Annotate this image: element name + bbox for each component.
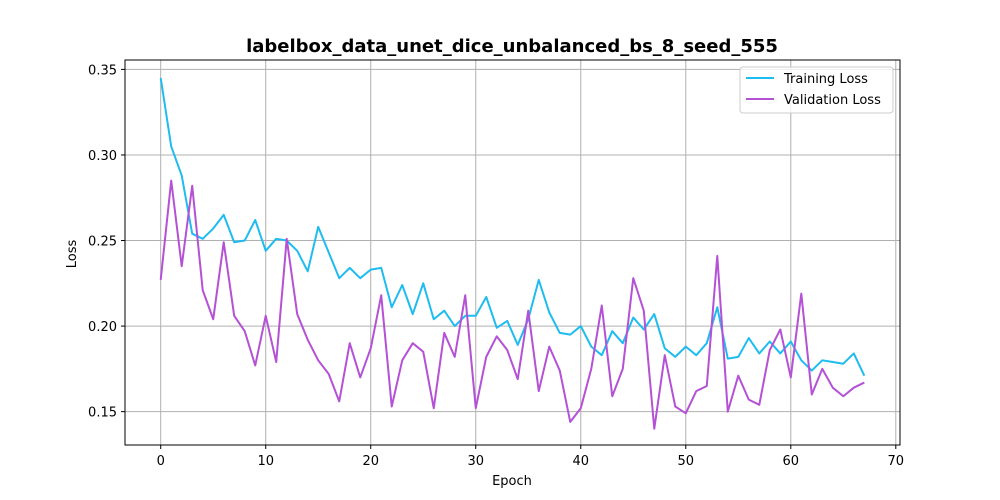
y-tick-label: 0.35: [88, 63, 117, 78]
legend-box: [739, 66, 894, 114]
plot-area-frame: [124, 59, 901, 446]
series-line-training-loss: [159, 77, 866, 377]
x-tick-label: 50: [677, 454, 694, 469]
x-tick-label: 70: [888, 454, 905, 469]
grid: [125, 60, 900, 445]
y-tick-label: 0.15: [88, 406, 117, 421]
x-tick-label: 40: [572, 454, 589, 469]
y-tick-label: 0.25: [88, 235, 117, 250]
x-tick-label: 60: [783, 454, 800, 469]
y-axis-ticks: 0.15 0.20 0.25 0.30 0.35: [88, 63, 125, 421]
y-tick-label: 0.30: [88, 149, 117, 164]
legend-label-training-loss: Training Loss: [783, 72, 868, 87]
series-lines: [159, 77, 866, 430]
x-tick-label: 20: [362, 454, 379, 469]
chart-title: labelbox_data_unet_dice_unbalanced_bs_8_…: [246, 36, 778, 57]
series-line-validation-loss: [159, 179, 865, 430]
x-tick-label: 10: [257, 454, 274, 469]
x-axis-label: Epoch: [492, 474, 532, 489]
y-axis-label: Loss: [65, 240, 80, 269]
x-axis-ticks: 0 10 20 30 40 50 60 70: [157, 445, 905, 469]
x-tick-label: 0: [157, 454, 165, 469]
x-tick-label: 30: [467, 454, 484, 469]
legend-label-validation-loss: Validation Loss: [784, 93, 881, 108]
y-tick-label: 0.20: [88, 320, 117, 335]
legend: Training Loss Validation Loss: [739, 66, 894, 114]
